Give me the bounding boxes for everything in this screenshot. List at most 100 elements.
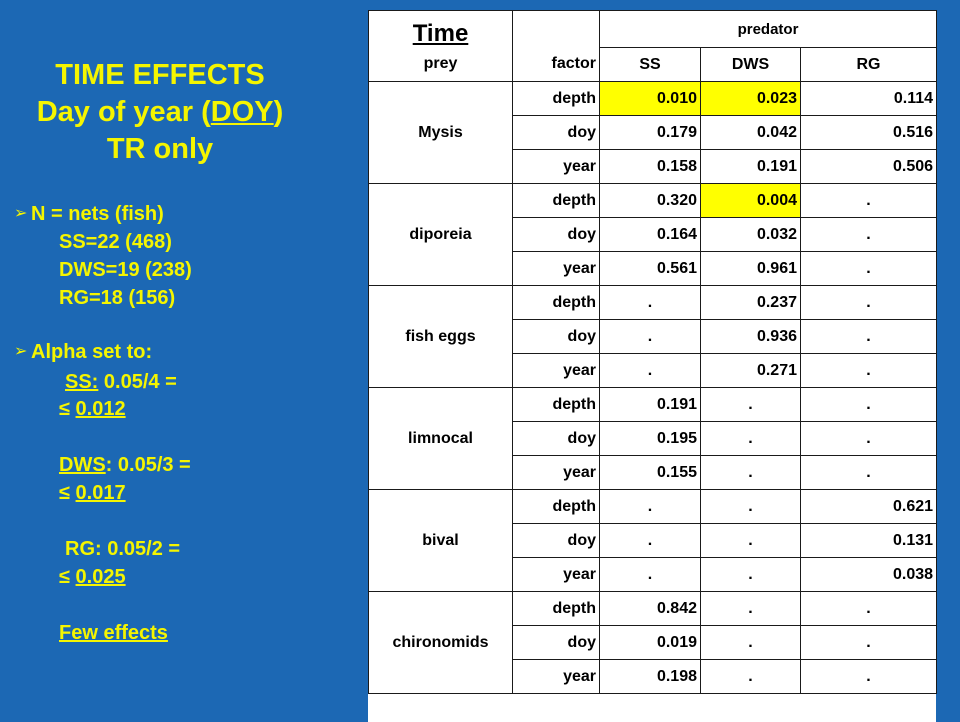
alpha-ss-threshold: ≤ 0.012: [59, 397, 126, 421]
factor-cell: depth: [512, 489, 600, 524]
value-cell: 0.010: [599, 81, 701, 116]
prey-cell: diporeia: [368, 183, 513, 286]
prey-cell: bival: [368, 489, 513, 592]
ss-label: SS:: [65, 371, 99, 393]
alpha-dws: DWS: 0.05/3 =: [59, 453, 191, 477]
value-cell: 0.032: [700, 217, 801, 252]
value-cell: 0.023: [700, 81, 801, 116]
value-cell: .: [700, 523, 801, 558]
factor-cell: doy: [512, 115, 600, 150]
value-cell: .: [799, 455, 938, 490]
leq-symbol: ≤: [59, 566, 76, 588]
factor-cell: depth: [512, 183, 600, 218]
value-cell: 0.561: [599, 251, 701, 286]
predator-col-dws: DWS: [700, 47, 801, 82]
value-cell: .: [700, 455, 801, 490]
alpha-rg-threshold: ≤ 0.025: [59, 565, 126, 589]
factor-cell: year: [512, 149, 600, 184]
subtitle-text-c: ): [273, 96, 284, 128]
alpha-dws-threshold: ≤ 0.017: [59, 481, 126, 505]
value-cell: .: [799, 319, 938, 354]
value-cell: 0.198: [599, 659, 701, 694]
subtitle-text-a: Day of year (: [36, 96, 211, 128]
table-row: chironomids depth 0.842..: [368, 591, 938, 694]
value-cell: 0.155: [599, 455, 701, 490]
value-cell: 0.038: [799, 557, 938, 592]
value-cell: 0.195: [599, 421, 701, 456]
prey-cell: limnocal: [368, 387, 513, 490]
doy-abbrev: DOY: [210, 96, 274, 128]
value-cell: 0.271: [700, 353, 801, 388]
table-row: diporeia depth 0.320 0.004.: [368, 183, 938, 286]
factor-cell: depth: [512, 285, 600, 320]
alpha-rg: RG: 0.05/2 =: [65, 538, 181, 560]
factor-cell: year: [512, 557, 600, 592]
left-panel: TIME EFFECTS Day of year (DOY) TR only ➢…: [0, 0, 368, 720]
arrow-bullet-icon: ➢: [14, 343, 28, 360]
value-cell: .: [799, 217, 938, 252]
table-row: year 0.198..: [369, 659, 938, 694]
value-cell: .: [799, 659, 938, 694]
factor-cell: doy: [512, 217, 600, 252]
value-cell: 0.191: [599, 387, 701, 422]
factor-header-top: [512, 10, 600, 48]
prey-cell: Mysis: [368, 81, 513, 184]
value-cell: 0.842: [599, 591, 701, 626]
value-cell: 0.320: [599, 183, 701, 218]
value-cell: .: [799, 353, 938, 388]
n-rg: RG=18 (156): [59, 287, 176, 309]
value-cell: .: [599, 489, 701, 524]
value-cell: .: [700, 591, 801, 626]
value-cell: 0.042: [700, 115, 801, 150]
predator-header: predator: [598, 10, 938, 48]
factor-cell: doy: [512, 319, 600, 354]
predator-col-ss: SS: [599, 47, 701, 82]
value-cell: 0.961: [700, 251, 801, 286]
value-cell: 0.179: [599, 115, 701, 150]
ss-threshold-value: 0.012: [75, 398, 126, 420]
factor-header: factor: [512, 47, 600, 82]
table-row: year 0.155..: [369, 455, 938, 490]
value-cell: 0.936: [700, 319, 801, 354]
value-cell: .: [599, 285, 701, 320]
factor-cell: year: [512, 353, 600, 388]
prey-cell: fish eggs: [368, 285, 513, 388]
n-dws: DWS=19 (238): [59, 259, 192, 281]
value-cell: .: [799, 387, 938, 422]
table-row: fish eggs depth. 0.237.: [368, 285, 938, 388]
value-cell: .: [700, 659, 801, 694]
table-row: doy. 0.936.: [369, 319, 938, 354]
value-cell: .: [799, 183, 938, 218]
leq-symbol: ≤: [59, 482, 76, 504]
table-row: doy 0.179 0.042 0.516: [369, 115, 938, 150]
factor-cell: depth: [512, 81, 600, 116]
value-cell: .: [700, 387, 801, 422]
table-row: doy.. 0.131: [369, 523, 938, 558]
table-row: doy 0.164 0.032.: [369, 217, 938, 252]
value-cell: .: [599, 319, 701, 354]
table-row: year. 0.271.: [369, 353, 938, 388]
slide-subtitle: Day of year (DOY): [0, 96, 320, 128]
results-table-container: Time predator prey factor SS DWS RG Mysi…: [368, 10, 938, 722]
value-cell: .: [700, 421, 801, 456]
arrow-bullet-icon: ➢: [14, 205, 28, 222]
value-cell: .: [599, 353, 701, 388]
table-row: doy 0.195..: [369, 421, 938, 456]
value-cell: 0.516: [799, 115, 938, 150]
value-cell: .: [799, 421, 938, 456]
value-cell: 0.506: [799, 149, 938, 184]
table-row: year.. 0.038: [369, 557, 938, 592]
prey-header: prey: [368, 47, 513, 82]
dws-label: DWS: [59, 454, 106, 476]
table-row: Mysis depth 0.010 0.023 0.114: [368, 81, 938, 184]
value-cell: .: [700, 557, 801, 592]
dws-formula: : 0.05/3 =: [105, 454, 191, 476]
value-cell: .: [599, 557, 701, 592]
predator-col-rg: RG: [799, 47, 938, 82]
value-cell: 0.621: [799, 489, 938, 524]
factor-cell: doy: [512, 625, 600, 660]
value-cell: 0.131: [799, 523, 938, 558]
time-cell: Time: [368, 10, 513, 48]
value-cell: .: [799, 285, 938, 320]
value-cell: 0.237: [700, 285, 801, 320]
